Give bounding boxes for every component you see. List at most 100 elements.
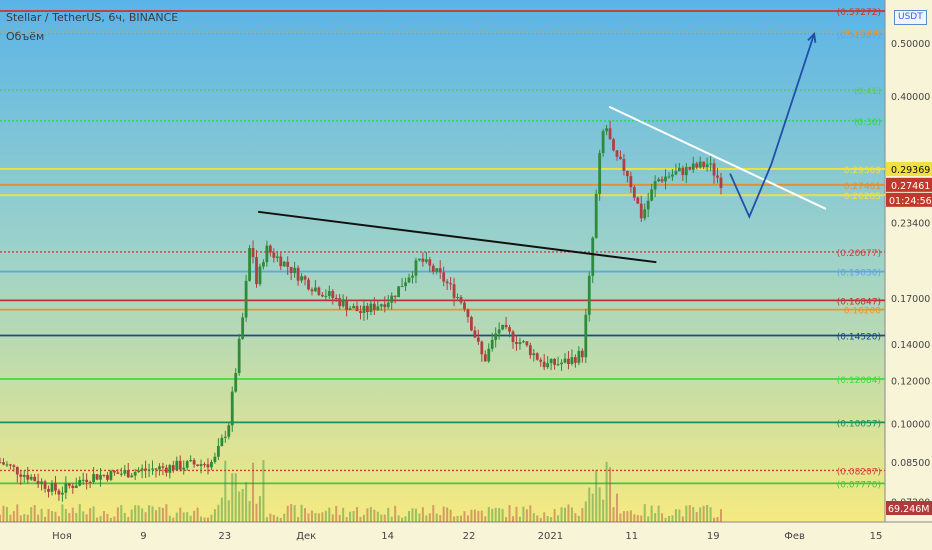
candle-body <box>71 485 75 489</box>
candle-body <box>539 359 543 362</box>
candle-body <box>716 175 719 178</box>
volume-bar <box>518 516 521 522</box>
candle-body <box>314 287 317 292</box>
volume-bar <box>414 508 417 522</box>
volume-bar <box>356 506 359 522</box>
price-level-label: (0.57272) <box>837 8 881 18</box>
volume-bar <box>428 513 431 522</box>
volume-bar <box>189 515 192 522</box>
volume-bar <box>279 517 282 522</box>
candle-body <box>331 291 335 298</box>
volume-bar <box>661 513 664 522</box>
candle-body <box>372 303 376 311</box>
candle-body <box>532 353 536 356</box>
candle-body <box>248 248 251 281</box>
volume-bar <box>664 517 667 522</box>
volume-bar <box>113 516 116 522</box>
candle-body <box>497 329 501 334</box>
candle-body <box>438 268 442 273</box>
volume-bar <box>304 508 307 522</box>
candle-body <box>705 164 709 167</box>
candle-body <box>268 245 272 253</box>
candle-body <box>307 279 310 290</box>
currency-badge[interactable]: USDT <box>894 10 927 25</box>
volume-bar <box>234 473 237 522</box>
candle-body <box>50 482 54 492</box>
x-tick-label: Ноя <box>52 531 72 542</box>
volume-bar <box>383 514 386 522</box>
candle-body <box>667 176 671 178</box>
candle-body <box>487 348 491 362</box>
candle-body <box>494 333 498 340</box>
candle-body <box>78 480 82 486</box>
candle-body <box>227 425 231 437</box>
volume-bar <box>598 487 601 522</box>
candle-body <box>359 311 362 313</box>
candle-body <box>244 280 248 318</box>
volume-bar <box>16 504 19 522</box>
y-tick-label: 0.29369 <box>891 165 930 176</box>
volume-bar <box>30 507 33 522</box>
volume-bar <box>508 505 511 522</box>
candle-body <box>213 456 217 462</box>
candle-body <box>459 297 463 303</box>
volume-bar <box>37 514 40 522</box>
volume-bar <box>501 509 504 522</box>
candle-body <box>504 324 508 328</box>
candle-body <box>355 306 359 312</box>
countdown-tag-bg <box>886 192 932 207</box>
volume-bar <box>227 500 230 522</box>
volume-bar <box>168 515 171 522</box>
candle-body <box>719 177 723 188</box>
candle-body <box>303 276 307 280</box>
candle-body <box>449 283 453 285</box>
candle-body <box>341 300 345 307</box>
countdown-label: 01:24:56 <box>889 196 932 207</box>
candle-body <box>619 156 622 160</box>
candle-body <box>698 161 702 168</box>
volume-bar <box>671 515 674 522</box>
candle-body <box>470 316 473 331</box>
volume-bar <box>709 507 712 522</box>
volume-bar <box>123 512 126 522</box>
volume-bar <box>213 509 216 522</box>
candle-body <box>133 472 137 476</box>
price-level-label: (0.51987) <box>837 31 881 41</box>
candle-body <box>0 462 2 464</box>
candle-body <box>275 256 279 258</box>
volume-bar <box>550 517 553 522</box>
candle-body <box>664 176 667 182</box>
candle-body <box>206 464 210 468</box>
price-level-label: (0.16847) <box>837 297 881 307</box>
volume-bar <box>546 515 549 522</box>
volume-bar <box>352 511 355 522</box>
volume-bar <box>685 505 688 522</box>
candle-body <box>573 357 577 363</box>
candle-body <box>688 167 692 170</box>
projection-path <box>729 33 816 219</box>
volume-bar <box>674 509 677 522</box>
volume-bar <box>293 505 296 522</box>
candle-body <box>414 260 418 276</box>
volume-bar <box>543 512 546 522</box>
volume-bar <box>151 506 154 522</box>
candle-body <box>560 362 563 365</box>
price-level-label: (0.12084) <box>837 376 881 386</box>
candle-body <box>608 128 612 140</box>
candle-body <box>511 331 515 343</box>
candle-body <box>81 479 85 481</box>
volume-bar <box>349 511 352 522</box>
volume-tag-bg <box>886 501 932 515</box>
volume-bar <box>563 507 566 522</box>
volume-indicator-label[interactable]: Объём <box>6 30 45 43</box>
candle-body <box>522 341 525 343</box>
candle-body <box>660 179 664 182</box>
candle-body <box>386 302 390 308</box>
candle-body <box>490 339 494 349</box>
volume-bar <box>487 506 490 522</box>
candle-body <box>26 474 30 480</box>
candle-body <box>123 470 127 474</box>
candle-body <box>601 131 605 154</box>
